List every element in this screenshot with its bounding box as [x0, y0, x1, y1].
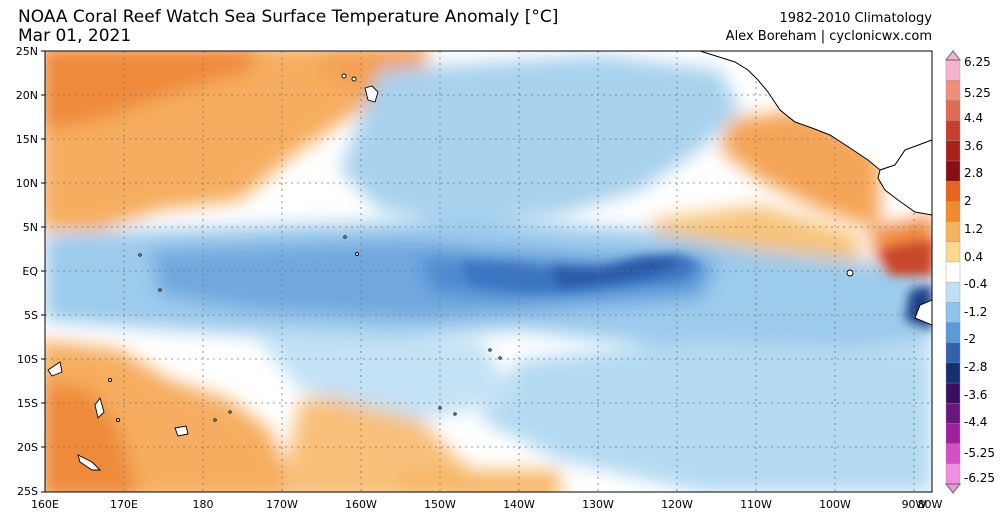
colorbar-label: -3.6 — [964, 388, 987, 402]
colorbar — [944, 50, 962, 494]
landmass — [699, 51, 932, 326]
colorbar-label: -2.8 — [964, 360, 987, 374]
colorbar-swatch — [945, 201, 961, 223]
lon-tick-label: 90W — [902, 498, 927, 511]
map-title: NOAA Coral Reef Watch Sea Surface Temper… — [18, 7, 559, 27]
lat-tick-label: 25N — [16, 45, 38, 58]
lon-tick-label: 160W — [345, 498, 377, 511]
colorbar-swatch — [945, 241, 961, 263]
colorbar-swatch — [945, 180, 961, 203]
lat-tick-label: 5S — [24, 309, 38, 322]
colorbar-swatch — [945, 140, 961, 162]
colorbar-swatch — [945, 281, 961, 303]
colorbar-label: -4.4 — [964, 415, 987, 429]
lon-tick-label: 160E — [31, 498, 59, 511]
colorbar-swatch — [945, 79, 961, 102]
lon-tick-label: 140W — [503, 498, 535, 511]
colorbar-min-arrow — [944, 483, 962, 494]
credit-label: Alex Boreham | cyclonicwx.com — [725, 29, 932, 44]
colorbar-label: 0.4 — [964, 250, 983, 264]
colorbar-label: -5.25 — [964, 446, 995, 460]
colorbar-swatch — [945, 382, 961, 404]
lat-tick-label: 15S — [17, 397, 38, 410]
latitude-axis: 25N 20N 15N 10N 5N EQ 5S 10S 15S 20S 25S — [16, 45, 39, 498]
lat-tick-label: 20S — [17, 441, 38, 454]
anomaly-field — [45, 51, 932, 492]
colorbar-swatch — [945, 423, 961, 445]
colorbar-label: 6.25 — [964, 55, 991, 69]
colorbar-label: 1.2 — [964, 222, 983, 236]
colorbar-label: 2 — [964, 194, 972, 208]
lat-tick-label: 10N — [16, 177, 38, 190]
islands — [47, 73, 854, 471]
colorbar-label: -2 — [964, 332, 976, 346]
colorbar-label: -6.25 — [964, 471, 995, 485]
lon-tick-label: 80W — [918, 498, 943, 511]
colorbar-label: -0.4 — [964, 277, 987, 291]
lat-tick-label: 10S — [17, 353, 38, 366]
lon-tick-label: 170E — [110, 498, 138, 511]
colorbar-swatch — [945, 342, 961, 364]
lon-tick-label: 180 — [193, 498, 214, 511]
colorbar-swatch — [945, 100, 961, 122]
lon-tick-label: 110W — [740, 498, 772, 511]
colorbar-swatch — [945, 443, 961, 465]
colorbar-swatch — [945, 261, 961, 283]
colorbar-swatch — [945, 322, 961, 344]
lon-tick-label: 130W — [582, 498, 614, 511]
colorbar-swatch — [945, 302, 961, 324]
colorbar-label: 2.8 — [964, 166, 983, 180]
colorbar-swatch — [945, 403, 961, 425]
lon-tick-label: 100W — [819, 498, 851, 511]
colorbar-label: 4.4 — [964, 111, 983, 125]
lat-tick-label: 25S — [17, 485, 38, 498]
lat-tick-label: EQ — [22, 265, 38, 278]
colorbar-swatch — [945, 160, 961, 182]
colorbar-swatch — [945, 362, 961, 384]
colorbar-swatch — [945, 120, 961, 142]
colorbar-labels: 6.25 5.25 4.4 3.6 2.8 2 1.2 0.4 -0.4 -1.… — [964, 55, 995, 485]
lon-tick-label: 150W — [424, 498, 456, 511]
longitude-axis: 160E 170E 180 170W 160W 150W 140W 130W 1… — [31, 498, 943, 511]
colorbar-label: -1.2 — [964, 305, 987, 319]
lon-tick-label: 170W — [266, 498, 298, 511]
lon-tick-label: 120W — [661, 498, 693, 511]
climatology-label: 1982-2010 Climatology — [779, 11, 932, 26]
colorbar-label: 3.6 — [964, 139, 983, 153]
lat-tick-label: 5N — [23, 221, 38, 234]
lat-tick-label: 20N — [16, 89, 38, 102]
colorbar-swatch — [945, 463, 961, 485]
colorbar-swatch — [945, 221, 961, 243]
colorbar-label: 5.25 — [964, 86, 991, 100]
colorbar-max-arrow — [944, 50, 962, 61]
lat-tick-label: 15N — [16, 133, 38, 146]
map-date: Mar 01, 2021 — [18, 26, 132, 46]
colorbar-swatch — [945, 59, 961, 81]
